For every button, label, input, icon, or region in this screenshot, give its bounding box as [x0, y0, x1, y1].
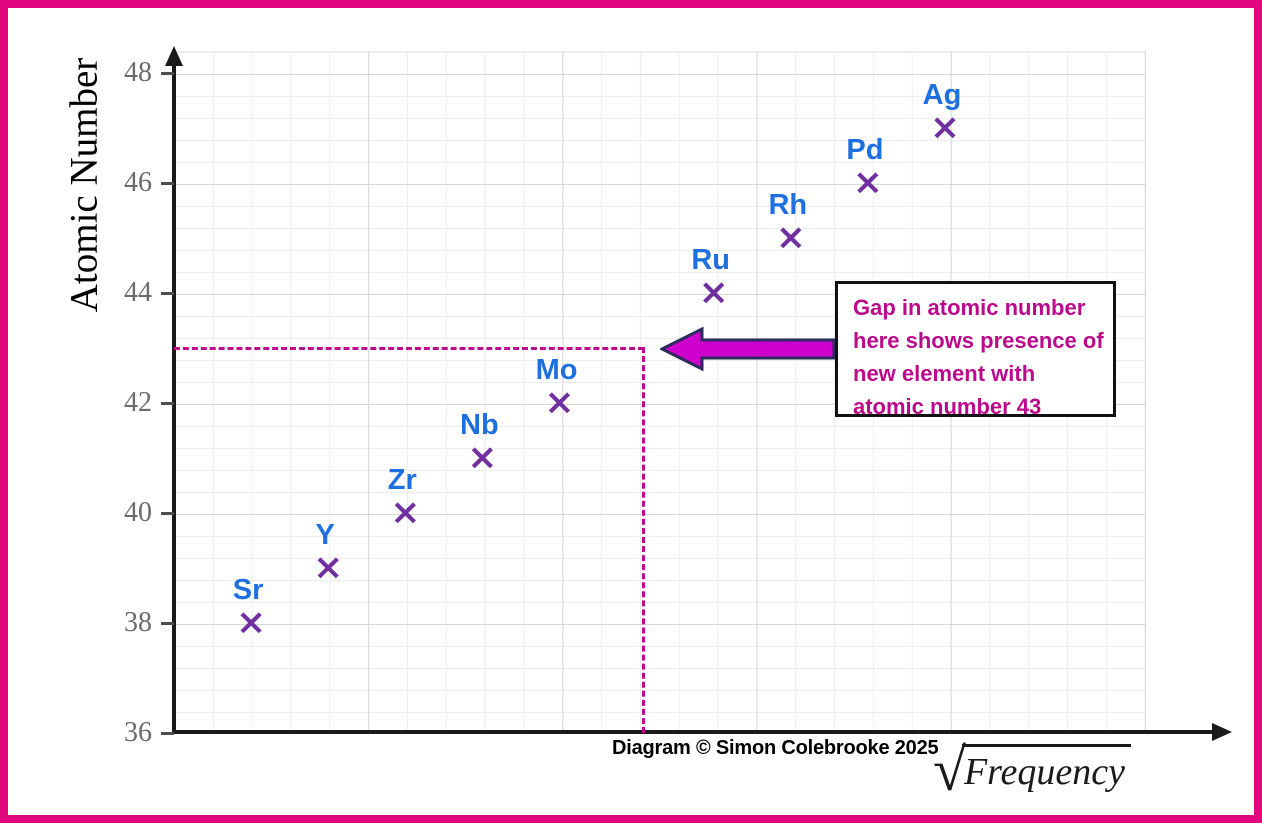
point-marker-Sr: × [236, 602, 267, 643]
annotation-line: Gap in atomic number [853, 295, 1086, 320]
point-label-Y: Y [315, 519, 335, 551]
point-label-Zr: Zr [387, 464, 417, 496]
y-tick-mark-44 [161, 291, 174, 295]
point-marker-Pd: × [852, 162, 883, 203]
y-tick-mark-48 [161, 71, 174, 75]
point-marker-Rh: × [775, 217, 806, 258]
y-tick-label-46: 46 [124, 167, 152, 198]
y-tick-label-44: 44 [124, 277, 152, 308]
y-tick-label-36: 36 [124, 717, 152, 748]
gap-annotation-box: Gap in atomic number here shows presence… [835, 281, 1116, 419]
annotation-line: here shows presence of [853, 328, 1104, 353]
point-marker-Ru: × [698, 272, 729, 313]
point-marker-Zr: × [390, 492, 421, 533]
gap-arrow-shape [660, 326, 836, 372]
y-axis-arrowhead-icon [165, 46, 183, 66]
y-tick-mark-40 [161, 511, 174, 515]
annotation-line: new element with [853, 361, 1036, 386]
point-marker-Y: × [313, 547, 344, 588]
point-label-Nb: Nb [460, 409, 499, 441]
point-label-Ag: Ag [922, 79, 962, 111]
y-tick-mark-36 [161, 731, 174, 735]
y-axis-line [172, 64, 176, 733]
gap-dashed-line-horizontal [174, 347, 644, 350]
point-marker-Ag: × [929, 107, 961, 148]
point-marker-Mo: × [544, 382, 575, 423]
y-tick-label-48: 48 [124, 57, 152, 88]
y-tick-label-42: 42 [124, 387, 152, 418]
point-label-Ru: Ru [691, 244, 731, 276]
gap-dashed-line-vertical [642, 347, 645, 733]
x-axis-line [172, 730, 1220, 734]
x-axis-title: √ Frequency [933, 737, 1131, 803]
point-label-Sr: Sr [232, 574, 264, 606]
y-tick-mark-46 [161, 181, 174, 185]
point-label-Rh: Rh [768, 189, 808, 221]
y-tick-mark-42 [161, 401, 174, 405]
y-tick-label-38: 38 [124, 607, 152, 638]
copyright-text: Diagram © Simon Colebrooke 2025 [612, 737, 939, 759]
x-axis-title-text: Frequency [961, 744, 1131, 795]
x-axis-arrowhead-icon [1212, 723, 1232, 741]
y-tick-mark-38 [161, 621, 174, 625]
point-label-Mo: Mo [535, 354, 578, 386]
point-label-Pd: Pd [846, 134, 884, 166]
y-tick-label-40: 40 [124, 497, 152, 528]
radical-sign: √ [933, 737, 966, 803]
gap-arrow-icon [660, 326, 836, 372]
annotation-line: atomic number 43 [853, 394, 1042, 419]
point-marker-Nb: × [467, 437, 498, 478]
